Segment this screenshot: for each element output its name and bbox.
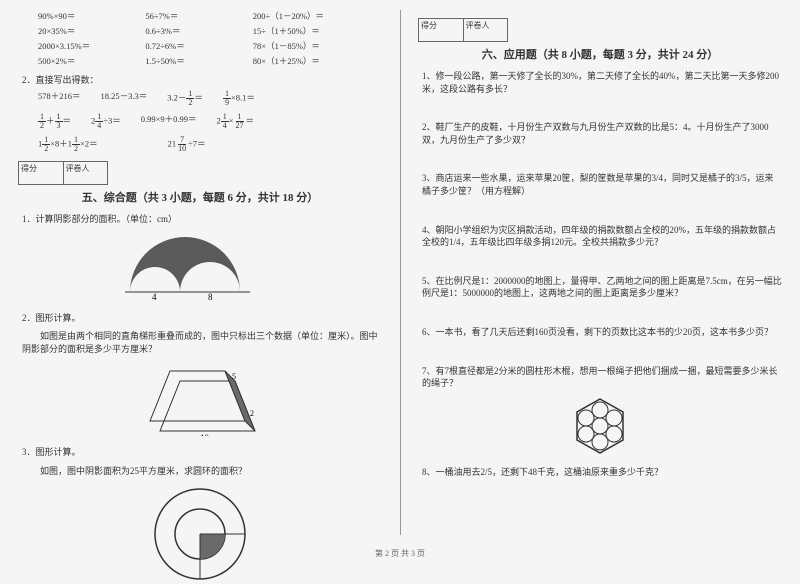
question-6-2: 2、鞋厂生产的皮鞋，十月份生产双数与九月份生产双数的比是5：4。十月份生产了30… bbox=[422, 121, 782, 146]
svg-text:4: 4 bbox=[152, 292, 157, 302]
eq: 12＋13＝ bbox=[38, 113, 71, 130]
eq: 200÷（1－20%）＝ bbox=[253, 10, 382, 22]
eq: 1.5÷50%＝ bbox=[145, 55, 244, 67]
question-5-2a: 2．图形计算。 bbox=[22, 312, 382, 325]
right-column: 得分 评卷人 六、应用题（共 8 小题，每题 3 分，共计 24 分） 1、修一… bbox=[400, 0, 800, 565]
eq: 3.2－12＝ bbox=[167, 90, 203, 107]
svg-text:8: 8 bbox=[208, 292, 213, 302]
eq: 78×（1－85%）＝ bbox=[253, 40, 382, 52]
eq: 56÷7%＝ bbox=[145, 10, 244, 22]
eq: 214×127＝ bbox=[217, 113, 255, 130]
eq: 500×2%＝ bbox=[38, 55, 137, 67]
question-6-1: 1、修一段公路，第一天修了全长的30%，第二天修了全长的40%，第二天比第一天多… bbox=[422, 70, 782, 95]
eq: 2000×3.15%＝ bbox=[38, 40, 137, 52]
question-6-8: 8、一桶油用去2/5，还剩下48千克，这桶油原来重多少千克？ bbox=[422, 466, 782, 479]
question-6-3: 3、商店运来一些水果，运来苹果20筐，梨的筐数是苹果的3/4，同时又是橘子的3/… bbox=[422, 172, 782, 197]
eq: 112×8＋112×2＝ bbox=[38, 136, 98, 153]
question-6-4: 4、朝阳小学组织为灾区捐款活动，四年级的捐款数额占全校的20%，五年级的捐款数额… bbox=[422, 224, 782, 249]
figure-7 bbox=[418, 396, 782, 456]
question-6-7: 7、有7根直径都是2分米的圆柱形木棍，想用一根绳子把他们捆成一捆，最短需要多少米… bbox=[422, 365, 782, 390]
question-5-1: 1．计算阴影部分的面积。（单位：cm） bbox=[22, 213, 382, 226]
eq: 90%×90＝ bbox=[38, 10, 137, 22]
eq: 578＋216＝ bbox=[38, 90, 81, 107]
page-footer: 第 2 页 共 3 页 bbox=[0, 548, 800, 559]
eq: 0.6÷3%＝ bbox=[145, 25, 244, 37]
question-5-2b: 如图是由两个相同的直角梯形重叠而成的，图中只标出三个数据（单位：厘米）。图中阴影… bbox=[22, 330, 382, 355]
figure-2: 5 2 10 bbox=[18, 361, 382, 436]
eq: 19×8.1＝ bbox=[223, 90, 255, 107]
left-column: 90%×90＝ 56÷7%＝ 200÷（1－20%）＝ 20×35%＝ 0.6÷… bbox=[0, 0, 400, 565]
eq: 0.72÷6%＝ bbox=[145, 40, 244, 52]
eq: 21710÷7＝ bbox=[168, 136, 206, 153]
question-6-5: 5、在比例尺是1：2000000的地图上，量得甲、乙两地之间的图上距离是7.5c… bbox=[422, 275, 782, 300]
eq: 214÷3＝ bbox=[91, 113, 121, 130]
score-box: 得分 评卷人 bbox=[18, 161, 108, 185]
eq: 18.25－3.3＝ bbox=[101, 90, 148, 107]
score-label: 得分 bbox=[419, 19, 464, 41]
eq: 15÷（1＋50%）＝ bbox=[253, 25, 382, 37]
eq-row-2: 12＋13＝ 214÷3＝ 0.99×9＋0.99＝ 214×127＝ bbox=[38, 113, 382, 130]
question-6-6: 6、一本书，看了几天后还剩160页没看，剩下的页数比这本书的少20页，这本书多少… bbox=[422, 326, 782, 339]
eq: 80×（1＋25%）＝ bbox=[253, 55, 382, 67]
eq-row-1: 578＋216＝ 18.25－3.3＝ 3.2－12＝ 19×8.1＝ bbox=[38, 90, 382, 107]
grader-label: 评卷人 bbox=[464, 19, 508, 41]
grader-label: 评卷人 bbox=[64, 162, 108, 184]
question-5-3a: 3．图形计算。 bbox=[22, 446, 382, 459]
section-6-title: 六、应用题（共 8 小题，每题 3 分，共计 24 分） bbox=[418, 46, 782, 62]
section-5-title: 五、综合题（共 3 小题，每题 6 分，共计 18 分） bbox=[18, 189, 382, 205]
score-box: 得分 评卷人 bbox=[418, 18, 508, 42]
score-label: 得分 bbox=[19, 162, 64, 184]
svg-text:5: 5 bbox=[232, 372, 236, 381]
eq-row-3: 112×8＋112×2＝ 21710÷7＝ bbox=[38, 136, 382, 153]
question-5-3b: 如图，图中阴影面积为25平方厘米，求圆环的面积？ bbox=[22, 465, 382, 478]
subtitle-2: 2．直接写出得数： bbox=[22, 73, 382, 86]
eq: 0.99×9＋0.99＝ bbox=[141, 113, 197, 130]
figure-1: 4 8 bbox=[18, 232, 382, 302]
eq: 20×35%＝ bbox=[38, 25, 137, 37]
svg-text:2: 2 bbox=[250, 409, 254, 418]
fig2-bottom-label: 10 bbox=[200, 433, 210, 436]
figure-3 bbox=[18, 484, 382, 584]
equation-grid: 90%×90＝ 56÷7%＝ 200÷（1－20%）＝ 20×35%＝ 0.6÷… bbox=[38, 10, 382, 67]
